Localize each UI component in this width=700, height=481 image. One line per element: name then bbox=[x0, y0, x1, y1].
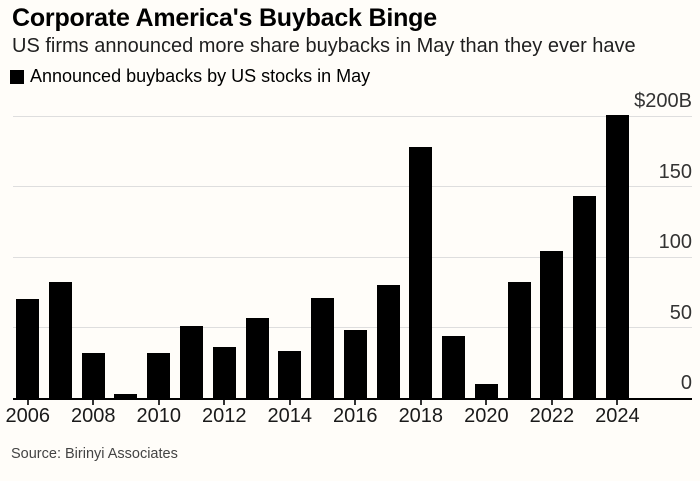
y-tick-label-100: 100 bbox=[658, 231, 692, 253]
x-tick-label-2022: 2022 bbox=[529, 405, 575, 427]
bar-2019 bbox=[442, 335, 466, 398]
x-tick-mark-2012 bbox=[223, 400, 226, 405]
bar-2012 bbox=[212, 347, 236, 398]
gridline-150 bbox=[13, 186, 692, 187]
y-tick-label-150: 150 bbox=[658, 160, 692, 183]
y-tick-label-0: 0 bbox=[680, 372, 692, 394]
bar-2008 bbox=[81, 352, 105, 398]
x-tick-mark-2022 bbox=[550, 400, 553, 405]
y-tick-label-200: $200B bbox=[634, 90, 692, 112]
x-tick-mark-2014 bbox=[288, 400, 291, 405]
bar-2023 bbox=[573, 196, 597, 398]
x-tick-mark-2016 bbox=[354, 400, 357, 405]
bar-2022 bbox=[540, 251, 564, 398]
x-tick-label-2016: 2016 bbox=[333, 405, 378, 427]
page-title: Corporate America's Buyback Binge bbox=[12, 4, 437, 32]
bar-2013 bbox=[245, 317, 269, 398]
bar-2020 bbox=[474, 383, 498, 398]
y-tick-label-50: 50 bbox=[669, 301, 692, 324]
legend-label: Announced buybacks by US stocks in May bbox=[30, 66, 371, 86]
bar-2007 bbox=[48, 282, 72, 398]
gridline-200 bbox=[13, 115, 692, 117]
x-tick-mark-2008 bbox=[92, 400, 95, 405]
bar-2006 bbox=[16, 299, 40, 398]
x-tick-label-2020: 2020 bbox=[464, 405, 509, 427]
x-tick-mark-2020 bbox=[485, 400, 488, 405]
x-tick-mark-2018 bbox=[419, 400, 422, 405]
bar-2018 bbox=[409, 147, 433, 398]
plot-area: 0 50 100 150 $200B 2006 2008 2010 2012 2014 2016 20… bbox=[5, 91, 692, 426]
page-subtitle: US firms announced more share buybacks i… bbox=[12, 35, 636, 57]
x-tick-label-2006: 2006 bbox=[5, 405, 50, 427]
x-tick-mark-2024 bbox=[616, 400, 619, 405]
x-tick-label-2008: 2008 bbox=[70, 405, 116, 427]
legend: Announced buybacks by US stocks in May bbox=[10, 66, 370, 87]
bar-2024 bbox=[605, 114, 629, 398]
bar-2016 bbox=[343, 330, 367, 398]
x-tick-label-2018: 2018 bbox=[398, 405, 444, 427]
x-tick-label-2012: 2012 bbox=[202, 405, 247, 427]
source-note: Source: Birinyi Associates bbox=[11, 446, 178, 462]
legend-swatch-icon bbox=[10, 69, 24, 84]
x-tick-label-2024: 2024 bbox=[595, 405, 640, 427]
x-tick-mark-2010 bbox=[157, 400, 160, 405]
x-tick-label-2010: 2010 bbox=[136, 405, 181, 427]
bar-2014 bbox=[278, 351, 302, 398]
gridline-100 bbox=[13, 256, 692, 258]
gridline-50 bbox=[13, 327, 692, 328]
bar-2015 bbox=[311, 297, 335, 398]
bar-2017 bbox=[376, 285, 400, 398]
bar-2021 bbox=[507, 282, 531, 398]
x-tick-label-2014: 2014 bbox=[267, 405, 313, 427]
x-tick-mark-2006 bbox=[26, 400, 29, 405]
bar-2010 bbox=[147, 352, 171, 398]
bar-2009 bbox=[114, 393, 138, 398]
bar-2011 bbox=[180, 326, 203, 398]
